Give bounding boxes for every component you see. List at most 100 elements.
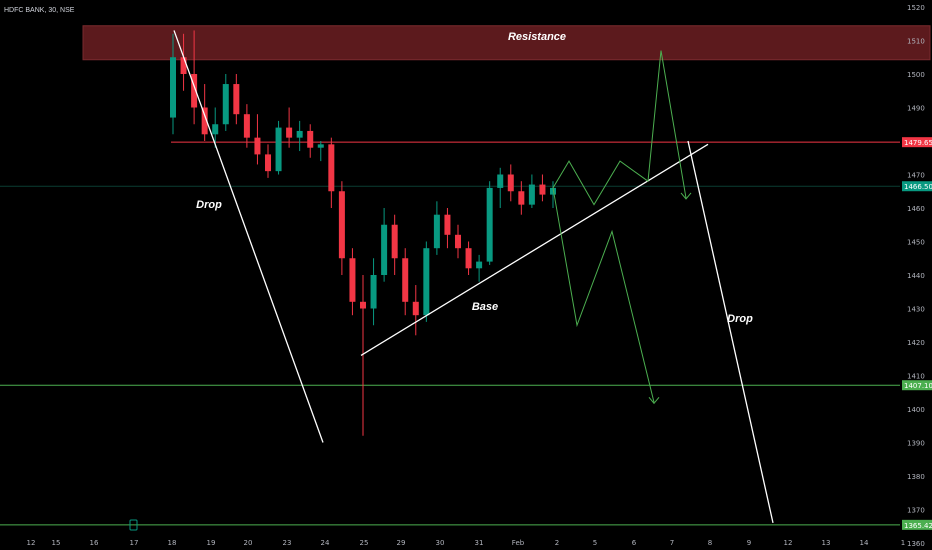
candle-body <box>486 187 493 262</box>
price-tag: 1479.65 <box>902 137 932 148</box>
x-tick-label: 13 <box>822 539 831 547</box>
event-marker-icon[interactable] <box>129 519 138 531</box>
resistance-zone <box>82 25 931 61</box>
y-tick-label: 1380 <box>907 473 925 481</box>
candle-body <box>539 184 546 195</box>
candle-body <box>233 84 240 115</box>
x-tick-label: 24 <box>321 539 330 547</box>
x-tick-label: 5 <box>593 539 597 547</box>
candle-body <box>528 184 535 205</box>
candle-body <box>243 114 250 138</box>
candle-body <box>328 144 335 192</box>
price-tag: 1466.50 <box>902 181 932 192</box>
candle-body <box>286 127 293 138</box>
candle-body <box>296 130 303 138</box>
y-tick-label: 1510 <box>907 38 925 46</box>
y-tick-label: 1400 <box>907 406 925 414</box>
candle-body <box>423 248 430 316</box>
y-tick-label: 1450 <box>907 239 925 247</box>
candle-body <box>391 224 398 259</box>
candle-body <box>180 57 187 74</box>
trend-line-base <box>360 143 709 356</box>
candle-body <box>201 107 208 135</box>
candle-body <box>518 191 525 205</box>
y-tick-label: 1370 <box>907 507 925 515</box>
y-tick-label: 1520 <box>907 4 925 12</box>
candle-body <box>465 248 472 269</box>
candle-body <box>550 187 556 195</box>
price-tag-bg <box>902 181 932 192</box>
price-tag-label: 1466.50 <box>904 183 932 191</box>
y-tick-label: 1410 <box>907 373 925 381</box>
x-tick-label: 16 <box>90 539 99 547</box>
price-tag-bg <box>902 519 932 530</box>
y-tick-label: 1360 <box>907 540 925 548</box>
projection-upper <box>552 50 687 206</box>
x-tick-label: Feb <box>512 539 525 547</box>
candle-body <box>349 258 356 302</box>
x-tick-label: 18 <box>168 539 177 547</box>
annotation-label: Base <box>472 301 498 313</box>
price-tag-bg <box>902 380 932 391</box>
candle-body <box>222 84 229 125</box>
candle-body <box>444 214 451 235</box>
projection-lower <box>552 187 655 403</box>
candle-body <box>402 258 409 302</box>
price-tag-label: 1365.42 <box>904 522 932 530</box>
x-tick-label: 12 <box>784 539 793 547</box>
x-tick-label: 12 <box>27 539 36 547</box>
x-tick-label: 8 <box>708 539 712 547</box>
price-tag: 1365.42 <box>902 519 932 530</box>
annotation-label: Drop <box>727 313 753 325</box>
y-tick-label: 1500 <box>907 71 925 79</box>
candle-body <box>275 127 282 172</box>
trend-line-drop1 <box>173 30 324 443</box>
price-tag-label: 1479.65 <box>904 139 932 147</box>
candle-body <box>317 144 324 148</box>
candle-body <box>370 275 377 309</box>
annotation-label: Drop <box>196 199 222 211</box>
x-tick-label: 29 <box>397 539 406 547</box>
y-tick-label: 1420 <box>907 339 925 347</box>
resistance-label: Resistance <box>508 31 566 43</box>
candle-body <box>381 224 388 275</box>
candle-body <box>455 234 461 249</box>
x-tick-label: 23 <box>283 539 292 547</box>
x-tick-label: 6 <box>632 539 637 547</box>
candle-body <box>338 191 345 259</box>
candle-body <box>433 214 440 249</box>
x-tick-label: 14 <box>860 539 869 547</box>
x-tick-label: 20 <box>244 539 253 547</box>
x-tick-label: 15 <box>52 539 61 547</box>
projection-arrowhead <box>648 396 660 405</box>
chart-title: HDFC BANK, 30, NSE <box>4 7 75 14</box>
trend-line-drop2 <box>687 140 774 524</box>
x-tick-label: 1 <box>901 539 905 547</box>
candle-body <box>212 124 219 135</box>
x-tick-label: 25 <box>360 539 369 547</box>
x-tick-label: 19 <box>207 539 216 547</box>
y-tick-label: 1430 <box>907 306 925 314</box>
price-tag: 1407.10 <box>902 380 932 391</box>
x-tick-label: 31 <box>475 539 484 547</box>
price-tag-label: 1407.10 <box>904 382 932 390</box>
x-tick-label: 2 <box>555 539 559 547</box>
y-tick-label: 1440 <box>907 272 925 280</box>
candle-body <box>191 74 198 108</box>
y-tick-label: 1460 <box>907 205 925 213</box>
x-tick-label: 30 <box>436 539 445 547</box>
x-tick-label: 7 <box>670 539 674 547</box>
projection-arrowhead <box>680 192 692 200</box>
candle-body <box>170 57 176 118</box>
price-tag-bg <box>902 137 932 148</box>
y-tick-label: 1470 <box>907 172 925 180</box>
candle-body <box>254 137 261 155</box>
candle-body <box>360 301 366 309</box>
candle-body <box>507 174 514 192</box>
y-tick-label: 1490 <box>907 105 925 113</box>
x-tick-label: 9 <box>747 539 751 547</box>
candle-body <box>412 301 419 316</box>
candle-body <box>476 261 483 269</box>
x-tick-label: 17 <box>130 539 139 547</box>
